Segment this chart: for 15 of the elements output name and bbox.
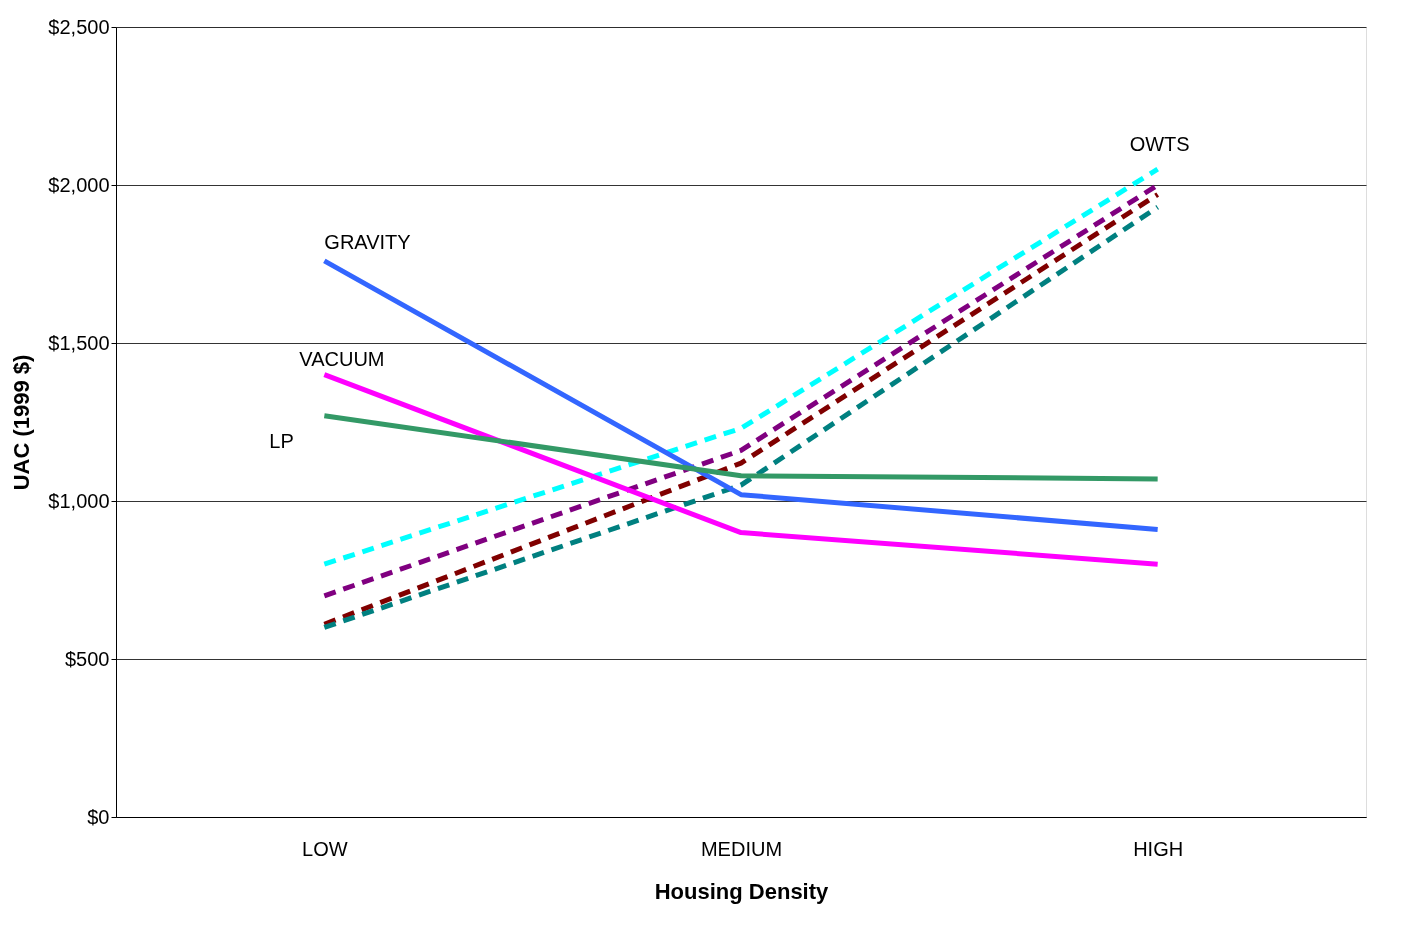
y-tick-label: $2,000 (48, 173, 110, 196)
series-label: VACUUM (299, 347, 385, 370)
x-tick-label: MEDIUM (700, 837, 783, 860)
x-tick-label: HIGH (1133, 837, 1184, 860)
series-label: GRAVITY (324, 230, 411, 253)
y-axis-title: UAC (1999 $) (9, 354, 35, 491)
x-tick-label: LOW (302, 837, 348, 860)
y-tick-label: $500 (65, 647, 110, 670)
series-label: LP (269, 429, 294, 452)
y-tick-label: $2,500 (48, 15, 110, 38)
annotation: OWTS (1129, 133, 1190, 156)
y-tick-label: $1,000 (48, 489, 110, 512)
x-axis-title: Housing Density (654, 878, 830, 904)
y-tick-label: $1,500 (48, 331, 110, 354)
y-tick-label: $0 (87, 805, 110, 828)
